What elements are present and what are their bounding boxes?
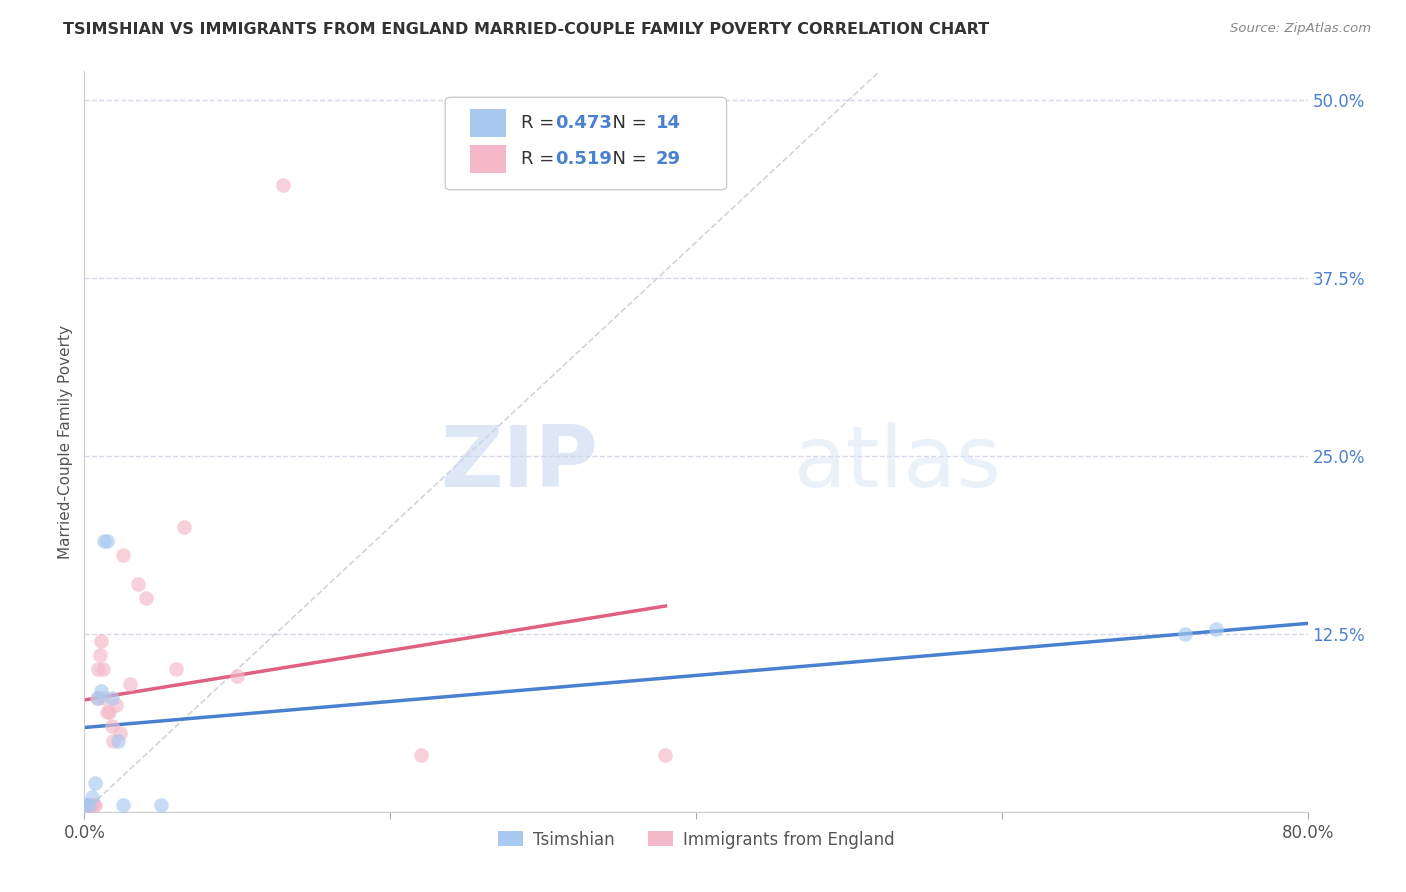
- Point: [127, 577, 149, 591]
- Point: [91, 662, 114, 676]
- Point: [107, 733, 129, 747]
- Text: atlas: atlas: [794, 422, 1002, 505]
- Point: [77, 797, 100, 812]
- Point: [86, 690, 108, 705]
- Point: [96, 705, 118, 719]
- Text: R =: R =: [522, 150, 560, 168]
- Text: 29: 29: [655, 150, 681, 168]
- Point: [80, 790, 103, 805]
- Point: [111, 549, 134, 563]
- Point: [84, 776, 107, 790]
- Point: [108, 726, 131, 740]
- Point: [84, 797, 107, 812]
- Point: [87, 690, 110, 705]
- Text: Source: ZipAtlas.com: Source: ZipAtlas.com: [1230, 22, 1371, 36]
- Point: [149, 797, 172, 812]
- Text: ZIP: ZIP: [440, 422, 598, 505]
- Point: [83, 797, 105, 812]
- Point: [93, 690, 115, 705]
- Text: TSIMSHIAN VS IMMIGRANTS FROM ENGLAND MARRIED-COUPLE FAMILY POVERTY CORRELATION C: TSIMSHIAN VS IMMIGRANTS FROM ENGLAND MAR…: [63, 22, 990, 37]
- Point: [97, 705, 120, 719]
- Point: [96, 534, 118, 549]
- Point: [79, 797, 101, 812]
- Text: R =: R =: [522, 114, 560, 132]
- Point: [93, 534, 115, 549]
- Point: [75, 797, 97, 812]
- Point: [135, 591, 157, 606]
- Y-axis label: Married-Couple Family Poverty: Married-Couple Family Poverty: [58, 325, 73, 558]
- Point: [165, 662, 187, 676]
- Text: N =: N =: [600, 150, 652, 168]
- Point: [87, 662, 110, 676]
- FancyBboxPatch shape: [470, 145, 506, 173]
- Point: [77, 797, 100, 812]
- Point: [101, 690, 124, 705]
- Point: [120, 676, 142, 690]
- Point: [111, 797, 134, 812]
- Point: [101, 719, 124, 733]
- Point: [173, 520, 195, 534]
- Point: [76, 797, 98, 812]
- Point: [1174, 626, 1197, 640]
- Point: [1205, 623, 1227, 637]
- FancyBboxPatch shape: [470, 109, 506, 137]
- Point: [409, 747, 432, 762]
- Point: [105, 698, 128, 712]
- Text: 14: 14: [655, 114, 681, 132]
- Point: [271, 178, 294, 193]
- Text: 0.473: 0.473: [555, 114, 612, 132]
- Point: [75, 797, 97, 812]
- Point: [103, 733, 125, 747]
- Point: [226, 669, 249, 683]
- FancyBboxPatch shape: [446, 97, 727, 190]
- Text: 0.519: 0.519: [555, 150, 612, 168]
- Point: [90, 683, 112, 698]
- Point: [89, 648, 111, 662]
- Point: [80, 797, 103, 812]
- Point: [90, 633, 112, 648]
- Point: [654, 747, 676, 762]
- Legend: Tsimshian, Immigrants from England: Tsimshian, Immigrants from England: [491, 824, 901, 855]
- Text: N =: N =: [600, 114, 652, 132]
